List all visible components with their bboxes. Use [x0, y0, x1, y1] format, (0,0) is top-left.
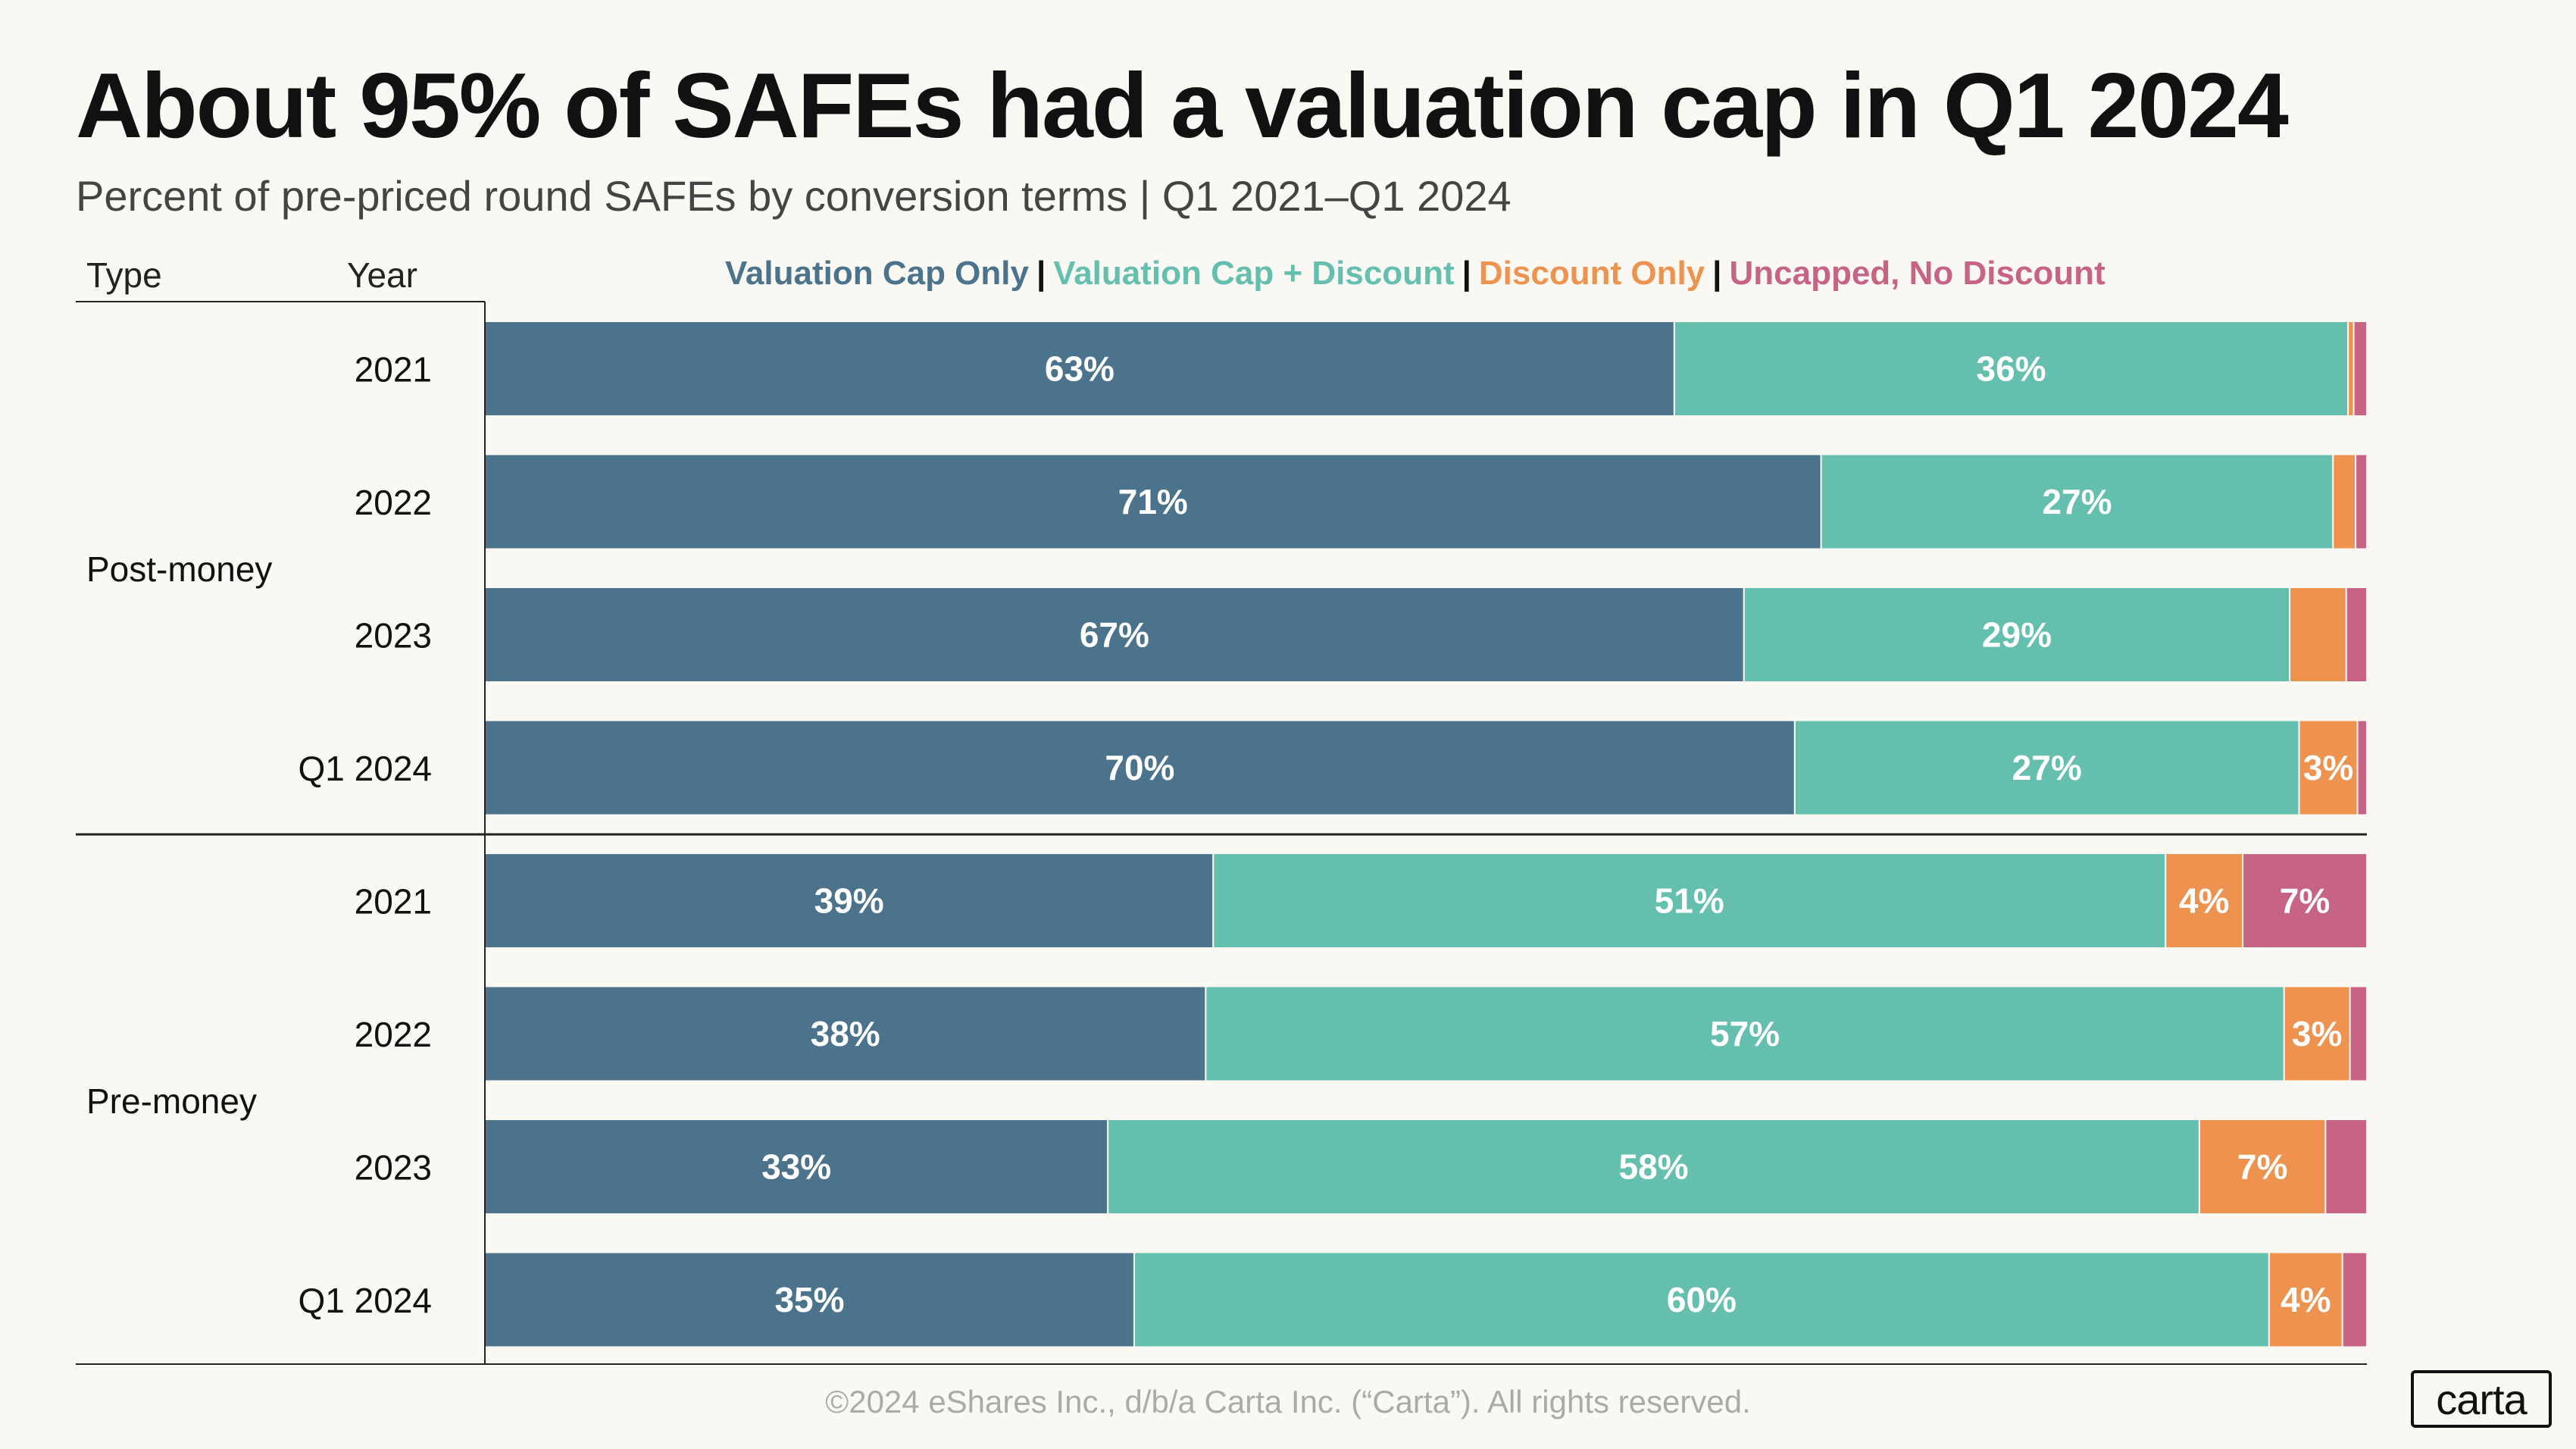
bar-post-money-2022-valuation-cap-discount [1820, 453, 2334, 550]
data-label-pre-money-2023-discount-only: 7% [2237, 1147, 2287, 1187]
data-label-post-money-2023-valuation-cap-discount: 29% [1982, 615, 2052, 655]
bar-post-money-2023-valuation-cap-discount [1743, 587, 2291, 683]
group-label-post-money: Post-money [86, 549, 272, 589]
bar-post-money-q1-2024-discount-only [2298, 719, 2359, 816]
bar-pre-money-2021-valuation-cap-discount [1212, 853, 2167, 949]
year-label-pre-money-2021: 2021 [355, 882, 432, 922]
data-label-pre-money-q1-2024-discount-only: 4% [2281, 1280, 2331, 1319]
copyright-footer: ©2024 eShares Inc., d/b/a Carta Inc. (“C… [825, 1384, 1751, 1419]
data-label-pre-money-q1-2024-valuation-cap-only: 35% [774, 1280, 844, 1319]
carta-logo: carta [2411, 1370, 2552, 1428]
bar-pre-money-2021-uncapped-no-discount [2242, 853, 2368, 949]
bar-post-money-q1-2024-valuation-cap-only [484, 719, 1796, 816]
year-label-pre-money-q1-2024: Q1 2024 [299, 1281, 432, 1320]
legend-item-valuation-cap-only: Valuation Cap Only [725, 255, 1029, 292]
chart-subtitle: Percent of pre-priced round SAFEs by con… [76, 172, 1512, 220]
data-label-post-money-2021-valuation-cap-only: 63% [1045, 349, 1114, 389]
year-label-post-money-2022: 2022 [355, 483, 432, 522]
bar-post-money-2021-uncapped-no-discount [2352, 321, 2368, 417]
bar-post-money-2021-valuation-cap-discount [1673, 321, 2349, 417]
bar-post-money-2022-uncapped-no-discount [2355, 453, 2368, 550]
data-label-pre-money-2021-valuation-cap-discount: 51% [1655, 881, 1724, 921]
bar-pre-money-2023-valuation-cap-discount [1107, 1119, 2200, 1215]
bar-pre-money-2021-valuation-cap-only [484, 853, 1215, 949]
group-label-pre-money: Pre-money [86, 1081, 257, 1121]
bar-post-money-2021-valuation-cap-only [484, 321, 1675, 417]
bar-post-money-2023-valuation-cap-only [484, 587, 1745, 683]
bar-pre-money-2023-discount-only [2198, 1119, 2327, 1215]
chart-title: About 95% of SAFEs had a valuation cap i… [76, 54, 2289, 157]
data-label-pre-money-2021-valuation-cap-only: 39% [814, 881, 884, 921]
bar-pre-money-2021-discount-only [2165, 853, 2244, 949]
data-label-pre-money-q1-2024-valuation-cap-discount: 60% [1667, 1280, 1737, 1319]
data-label-post-money-2022-valuation-cap-only: 71% [1118, 482, 1188, 521]
year-label-pre-money-2022: 2022 [355, 1015, 432, 1054]
data-label-pre-money-2023-valuation-cap-discount: 58% [1619, 1147, 1689, 1187]
type-column-header: Type [86, 255, 162, 295]
data-label-pre-money-2022-valuation-cap-discount: 57% [1710, 1014, 1780, 1053]
data-label-post-money-q1-2024-valuation-cap-discount: 27% [2012, 748, 2082, 787]
bar-post-money-2023-uncapped-no-discount [2345, 587, 2368, 683]
data-label-pre-money-2022-valuation-cap-only: 38% [811, 1014, 880, 1053]
year-label-post-money-2023: 2023 [355, 616, 432, 656]
data-label-pre-money-2023-valuation-cap-only: 33% [761, 1147, 831, 1187]
bar-pre-money-2022-valuation-cap-only [484, 985, 1207, 1082]
year-label-post-money-q1-2024: Q1 2024 [299, 749, 432, 788]
bar-pre-money-2023-valuation-cap-only [484, 1119, 1109, 1215]
year-column-header: Year [347, 255, 417, 295]
data-label-pre-money-2022-discount-only: 3% [2292, 1014, 2342, 1053]
data-label-post-money-2021-valuation-cap-discount: 36% [1976, 349, 2046, 389]
data-label-pre-money-2021-uncapped-no-discount: 7% [2280, 881, 2330, 921]
bar-pre-money-2023-uncapped-no-discount [2324, 1119, 2368, 1215]
data-label-pre-money-2021-discount-only: 4% [2179, 881, 2229, 921]
bar-post-money-q1-2024-valuation-cap-discount [1793, 719, 2300, 816]
bar-pre-money-q1-2024-uncapped-no-discount [2341, 1251, 2368, 1348]
bar-pre-money-2022-uncapped-no-discount [2349, 985, 2368, 1082]
bar-pre-money-2022-discount-only [2283, 985, 2351, 1082]
bar-post-money-2021-discount-only [2347, 321, 2355, 417]
year-label-post-money-2021: 2021 [355, 350, 432, 390]
legend: Valuation Cap Only | Valuation Cap + Disco… [725, 255, 2106, 292]
legend-item-discount-only: Discount Only [1478, 255, 1705, 292]
legend-item-uncapped-no-discount: Uncapped, No Discount [1729, 255, 2106, 292]
data-label-post-money-q1-2024-discount-only: 3% [2303, 748, 2353, 787]
bar-pre-money-q1-2024-valuation-cap-only [484, 1251, 1135, 1348]
data-label-post-money-2022-valuation-cap-discount: 27% [2042, 482, 2112, 521]
year-label-pre-money-2023: 2023 [355, 1148, 432, 1188]
bar-pre-money-2022-valuation-cap-discount [1205, 985, 2285, 1082]
bar-post-money-2023-discount-only [2289, 587, 2347, 683]
legend-item-valuation-cap-discount: Valuation Cap + Discount [1053, 255, 1455, 292]
data-label-post-money-q1-2024-valuation-cap-only: 70% [1105, 748, 1174, 787]
data-label-post-money-2023-valuation-cap-only: 67% [1080, 615, 1149, 655]
bar-post-money-q1-2024-uncapped-no-discount [2356, 719, 2368, 816]
bar-post-money-2022-discount-only [2332, 453, 2357, 550]
